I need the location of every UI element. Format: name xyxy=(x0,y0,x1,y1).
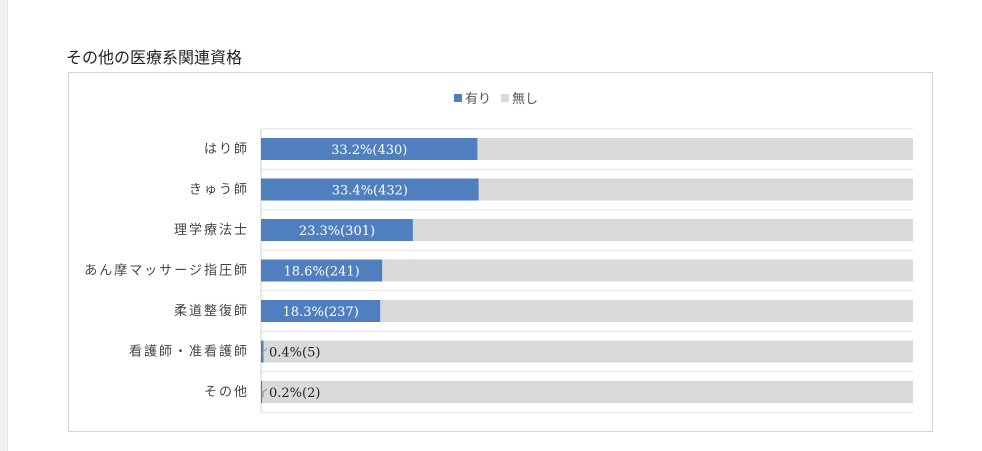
bar-yes xyxy=(261,219,413,241)
legend-swatch-no xyxy=(501,93,510,102)
bar-no xyxy=(477,138,913,160)
bar-yes xyxy=(261,178,479,201)
bar-no xyxy=(412,219,913,241)
legend-label-yes: 有り xyxy=(465,92,492,107)
legend-item-no: 無し xyxy=(501,88,538,107)
data-label: 0.4%(5) xyxy=(269,346,320,361)
data-label: 33.2%(430) xyxy=(331,143,407,158)
bar-yes xyxy=(261,381,263,403)
category-label: はり師 xyxy=(204,142,249,157)
bar-no xyxy=(262,381,914,403)
legend-label-no: 無し xyxy=(512,92,539,107)
data-label-leader xyxy=(262,348,268,357)
section-title: その他の医療系関連資格 xyxy=(66,48,243,67)
category-label: 柔道整復師 xyxy=(174,303,249,319)
bar-yes xyxy=(261,138,478,160)
legend-swatch-yes xyxy=(454,93,462,102)
bar-yes xyxy=(261,300,381,322)
data-label: 0.2%(2) xyxy=(269,386,320,401)
category-label: 看護師・准看護師 xyxy=(129,344,249,360)
bar-no xyxy=(382,259,914,282)
chart-legend: 有り 無し xyxy=(454,88,548,107)
legend-item-yes: 有り xyxy=(454,88,491,107)
bar-yes xyxy=(261,340,264,363)
data-label: 18.6%(241) xyxy=(284,265,360,280)
data-label: 23.3%(301) xyxy=(299,224,375,239)
category-label: きゅう師 xyxy=(189,183,249,198)
bar-no xyxy=(380,300,913,322)
bar-no xyxy=(263,340,913,363)
data-label: 18.3%(237) xyxy=(283,305,359,320)
bar-no xyxy=(478,178,913,201)
category-label: あん摩マッサージ指圧師 xyxy=(84,263,249,279)
bar-yes xyxy=(261,259,383,282)
data-label: 33.4%(432) xyxy=(332,184,408,199)
category-label: その他 xyxy=(204,385,249,400)
page-left-edge xyxy=(0,0,8,451)
data-label-leader xyxy=(262,388,268,397)
category-label: 理学療法士 xyxy=(174,222,249,238)
